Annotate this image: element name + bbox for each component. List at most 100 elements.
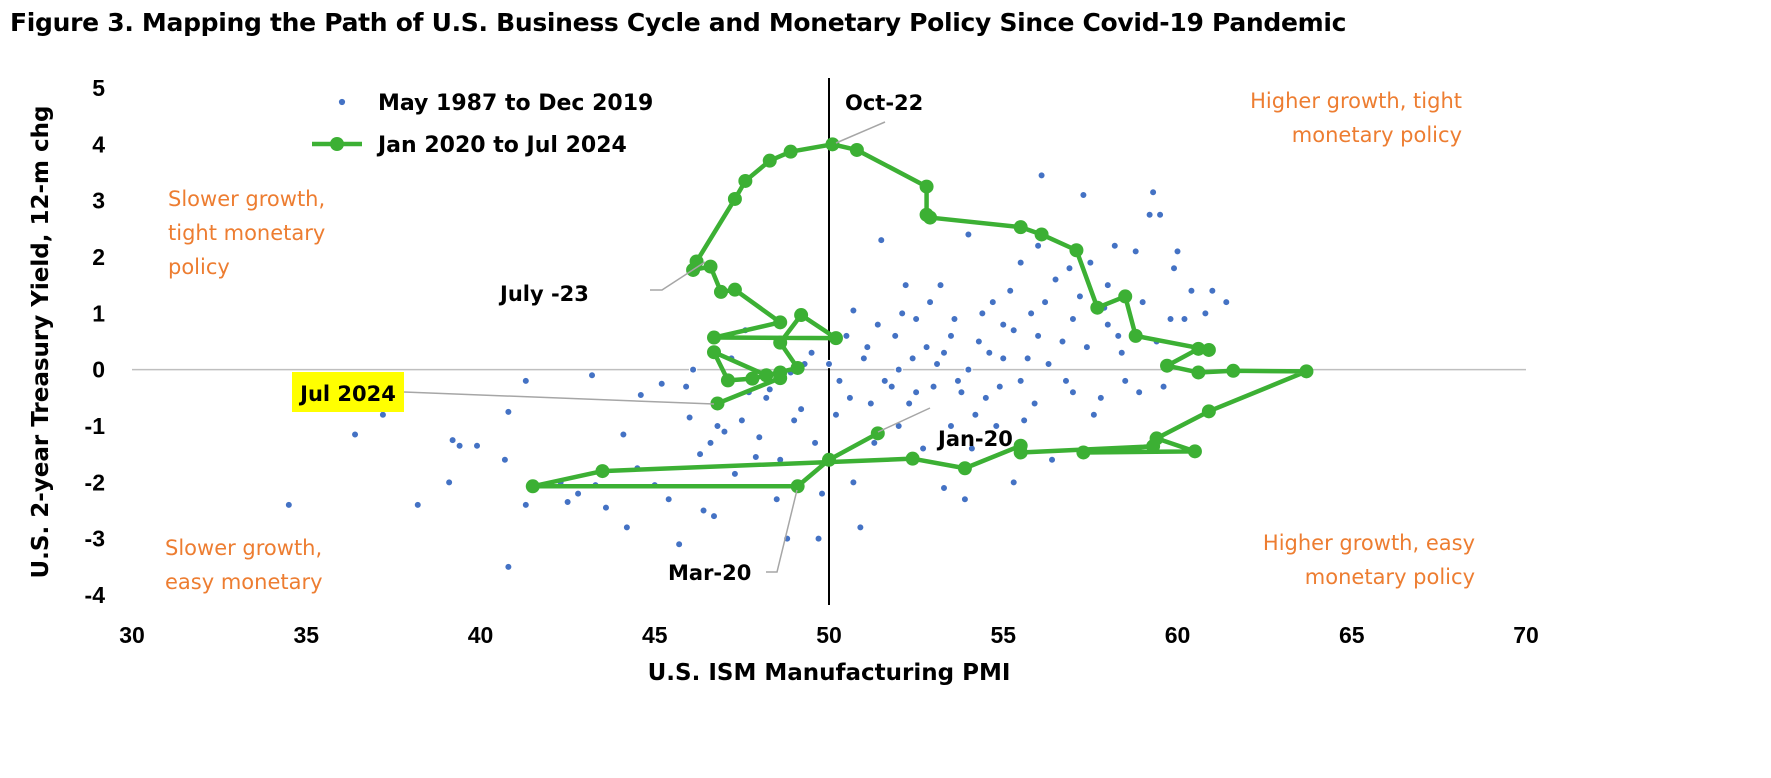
path-point [1118,289,1133,304]
annotation-oct22: Oct-22 [845,91,923,115]
scatter-point [664,495,673,504]
quadrant-label-bottom-right: monetary policy [1305,565,1475,589]
scatter-point [1169,264,1179,273]
path-point [745,371,760,386]
legend-marker-scatter [337,97,347,107]
path-point [773,371,788,386]
scatter-point [856,523,865,532]
scatter-point [601,503,611,512]
scatter-point [1044,359,1053,369]
scatter-point [573,489,583,498]
scatter-point [891,331,900,341]
scatter-point [950,314,959,324]
scatter-point [695,449,705,459]
y-tick-label: 2 [92,244,105,270]
scatter-point [1016,258,1025,267]
scatter-point [953,376,963,386]
y-tick-label: 4 [92,131,105,157]
path-point [1226,363,1241,378]
scatter-point [765,385,774,394]
scatter-point [1058,337,1067,346]
scatter-point [521,376,531,386]
scatter-point [1075,292,1085,301]
path-point [1160,358,1175,373]
scatter-point [957,388,966,397]
x-tick-label: 35 [293,622,319,648]
path-point [710,396,725,411]
scatter-point [1138,297,1147,307]
scatter-point [1033,241,1043,250]
scatter-point [772,495,781,504]
legend-label-scatter: May 1987 to Dec 2019 [378,91,653,116]
scatter-point [939,483,949,493]
scatter-point [284,500,294,510]
quadrant-label-bottom-right: Higher growth, easy [1263,531,1475,555]
scatter-point [877,235,886,245]
path-point [525,479,540,494]
scatter-point [413,500,422,510]
scatter-point [939,348,949,357]
y-tick-label: -4 [85,582,106,608]
annotation-mar20: Mar-20 [668,561,751,585]
chart-title: Figure 3. Mapping the Path of U.S. Busin… [10,8,1347,37]
scatter-point [1155,210,1165,219]
path-point [1187,444,1202,459]
path-point [762,153,777,168]
scatter-point [709,511,719,521]
scatter-point [845,393,855,403]
x-axis-label: U.S. ISM Manufacturing PMI [648,660,1011,686]
path-point [1013,445,1028,460]
scatter-point [1131,247,1140,256]
scatter-point [1006,286,1015,295]
x-tick-label: 40 [468,622,494,648]
path-point [957,461,972,476]
scatter-point [636,390,646,400]
scatter-point [504,562,513,572]
highlight-jul2024 [292,372,404,412]
path-point [595,464,610,479]
scatter-point [720,427,729,436]
legend-marker-path [330,137,344,151]
scatter-point [504,407,513,417]
scatter-point [1145,210,1154,219]
scatter-point [455,441,464,450]
path-point [905,451,920,466]
scatter-point [988,297,997,307]
annotation-jan20: Jan-20 [936,427,1013,451]
scatter-point [685,413,694,422]
scatter-point [706,438,715,448]
path-point [1201,404,1216,419]
path-point [822,452,836,467]
scatter-point [922,342,931,352]
scatter-point [1110,241,1119,250]
scatter-point [929,382,938,391]
scatter-point [444,478,454,487]
scatter-point [1082,342,1092,352]
scatter-point [897,309,907,318]
path-point [825,137,840,152]
scatter-point [688,365,698,374]
scatter-point [1134,388,1144,397]
leader-line-jan20 [877,407,931,433]
scatter-point [981,393,991,403]
scatter-point [849,306,858,315]
path-point [727,282,742,297]
scatter-point [918,444,928,453]
scatter-point [472,441,482,450]
path-point [828,331,843,346]
scatter-point [448,435,457,445]
leader-line-jul2024 [403,391,715,405]
scatter-point [1019,416,1029,425]
scatter-point [378,410,388,419]
scatter-point [911,388,921,397]
scatter-point [1065,264,1074,273]
quadrant-label-bottom-left: Slower growth, [165,536,322,560]
path-point [759,368,774,383]
legend-label-path: Jan 2020 to Jul 2024 [376,133,627,158]
scatter-point [762,393,771,403]
scatter-point [1079,190,1088,200]
scatter-point [737,416,747,425]
scatter-point [1117,348,1126,357]
scatter-point [999,320,1008,329]
scatter-point [967,444,977,453]
